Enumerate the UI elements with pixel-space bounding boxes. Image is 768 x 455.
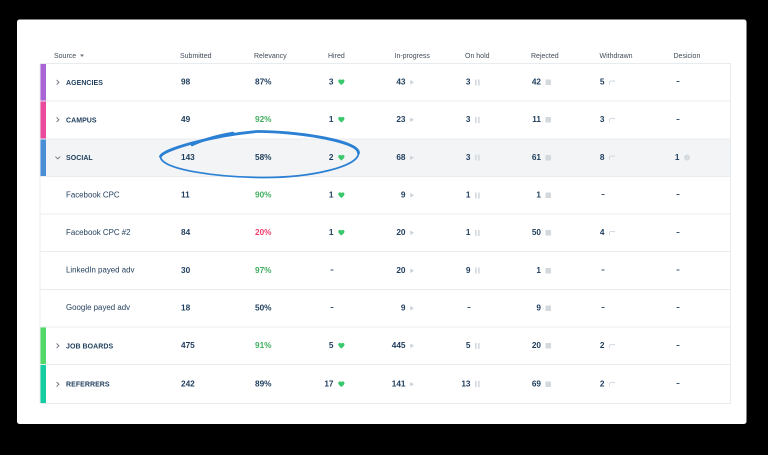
- svg-text:?: ?: [686, 156, 688, 160]
